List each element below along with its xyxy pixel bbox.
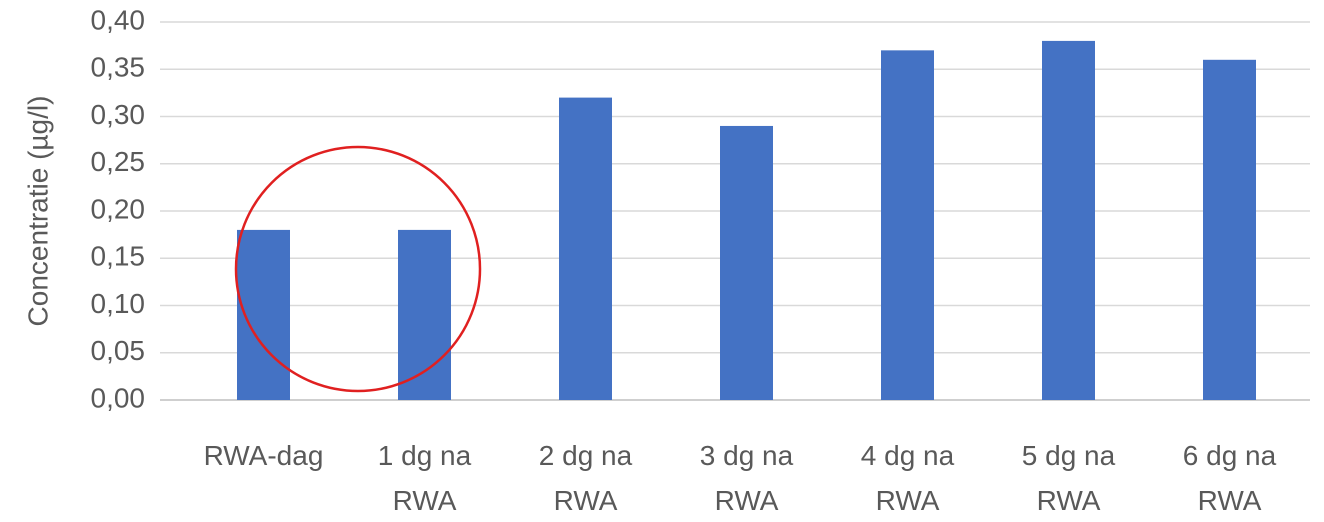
y-tick-label: 0,25	[91, 146, 146, 177]
x-tick-label: 1 dg na RWA	[377, 440, 472, 516]
y-tick-label: 0,15	[91, 241, 146, 272]
x-tick-label: 4 dg na RWA	[860, 440, 955, 516]
x-tick-label: 3 dg na RWA	[699, 440, 794, 516]
bar	[559, 97, 612, 400]
y-tick-label: 0,05	[91, 335, 146, 366]
bar	[720, 125, 773, 400]
highlight-circle	[234, 145, 482, 393]
x-tick-label: 2 dg na RWA	[538, 440, 633, 516]
x-tick-label: 5 dg na RWA	[1021, 440, 1116, 516]
x-tick-label: 6 dg na RWA	[1182, 440, 1277, 516]
y-tick-label: 0,40	[91, 4, 146, 35]
y-tick-label: 0,20	[91, 193, 146, 224]
x-tick-label: RWA-dag	[203, 440, 324, 471]
bar	[1042, 40, 1095, 401]
y-tick-label: 0,00	[91, 382, 146, 413]
y-axis-label: Concentratie (µg/l)	[22, 96, 53, 327]
plot: 0,00 0,05 0,10 0,15 0,20 0,25 0,30 0,35 0,40	[91, 4, 1310, 413]
y-tick-label: 0,35	[91, 52, 146, 83]
bar	[398, 229, 451, 400]
bar	[881, 50, 934, 400]
bar	[1203, 59, 1256, 401]
y-tick-label: 0,30	[91, 99, 146, 130]
y-tick-label: 0,10	[91, 288, 146, 319]
